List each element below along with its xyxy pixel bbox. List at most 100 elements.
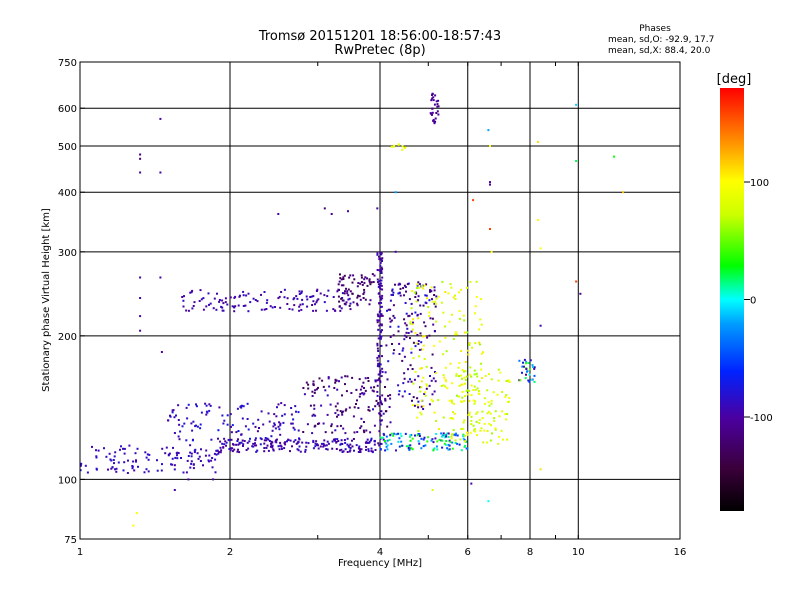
data-point: [447, 448, 450, 451]
data-point: [372, 281, 375, 283]
data-point: [322, 422, 325, 425]
data-point: [401, 444, 404, 447]
data-point: [334, 429, 337, 432]
data-point: [469, 431, 472, 434]
data-point: [366, 277, 368, 280]
data-point: [292, 426, 295, 429]
data-point: [444, 291, 447, 293]
data-point: [195, 405, 198, 408]
data-point: [425, 365, 428, 368]
data-point: [435, 445, 438, 448]
data-point: [249, 301, 252, 304]
data-point: [160, 469, 163, 472]
data-point: [433, 103, 436, 106]
data-point: [521, 371, 523, 374]
data-point: [466, 431, 468, 434]
data-point: [317, 447, 320, 450]
data-point: [452, 417, 455, 420]
data-point: [287, 438, 290, 441]
data-point: [187, 309, 190, 312]
data-point: [379, 372, 382, 375]
data-point: [199, 427, 202, 430]
data-point: [334, 438, 337, 441]
data-point: [298, 309, 301, 312]
data-point: [191, 307, 194, 310]
data-point: [389, 325, 392, 328]
data-point: [389, 397, 392, 400]
data-point: [446, 432, 449, 435]
data-point: [481, 417, 484, 420]
data-point: [419, 390, 422, 393]
data-point: [146, 453, 149, 456]
data-point: [215, 449, 218, 452]
data-point: [418, 442, 421, 445]
data-point: [239, 294, 241, 297]
data-point: [440, 385, 443, 387]
data-point: [225, 441, 228, 444]
data-point: [358, 295, 361, 298]
data-point: [332, 308, 335, 311]
colorbar-ticks: -100 0 100: [744, 178, 773, 424]
data-point: [443, 442, 446, 445]
data-point: [315, 440, 318, 443]
data-point: [199, 423, 202, 426]
data-point: [409, 435, 411, 438]
data-point: [389, 433, 392, 436]
data-point: [386, 425, 389, 428]
data-point: [263, 450, 266, 453]
data-point: [315, 301, 318, 304]
data-point: [452, 433, 455, 436]
data-point: [359, 298, 362, 301]
data-point: [419, 332, 422, 335]
data-point: [341, 299, 344, 302]
data-point: [376, 269, 379, 271]
data-point: [159, 117, 162, 120]
data-point: [501, 410, 504, 413]
data-point: [324, 431, 327, 434]
data-point: [467, 349, 470, 352]
data-point: [391, 288, 394, 291]
data-point: [262, 423, 265, 426]
data-point: [279, 424, 282, 427]
data-point: [353, 406, 356, 409]
data-point: [233, 305, 236, 308]
data-point: [412, 318, 414, 321]
data-point: [319, 445, 322, 448]
data-point: [346, 292, 349, 295]
data-point: [414, 345, 417, 348]
data-point: [294, 439, 297, 442]
data-point: [392, 291, 395, 294]
data-point: [349, 449, 352, 452]
data-point: [410, 347, 413, 350]
data-point: [327, 377, 330, 380]
data-point: [80, 462, 83, 465]
data-point: [341, 451, 344, 453]
data-point: [386, 378, 389, 381]
data-point: [343, 439, 346, 441]
data-point: [223, 443, 226, 446]
data-point: [312, 413, 315, 416]
data-point: [464, 361, 467, 363]
data-point: [226, 423, 229, 426]
data-point: [443, 325, 446, 328]
data-point: [247, 428, 250, 431]
data-point: [365, 440, 368, 443]
data-point: [343, 274, 346, 277]
data-point: [379, 296, 382, 299]
data-point: [410, 302, 413, 305]
data-point: [398, 342, 401, 345]
data-point: [267, 438, 270, 441]
data-point: [132, 524, 135, 527]
data-point: [455, 374, 458, 377]
data-point: [179, 430, 182, 433]
data-point: [475, 420, 478, 423]
data-point: [417, 440, 420, 443]
data-point: [259, 437, 262, 440]
data-point: [373, 443, 376, 446]
data-point: [279, 444, 282, 447]
data-point: [440, 301, 443, 304]
data-point: [337, 413, 340, 416]
data-point: [434, 380, 437, 383]
stats-heading: Phases: [639, 24, 671, 34]
data-point: [408, 393, 411, 395]
